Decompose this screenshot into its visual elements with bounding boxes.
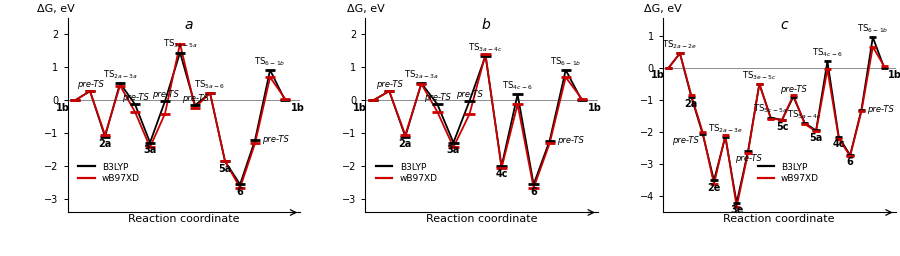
Text: pre-TS: pre-TS	[424, 93, 451, 102]
Text: 2a: 2a	[399, 139, 412, 149]
X-axis label: Reaction coordinate: Reaction coordinate	[128, 214, 239, 224]
Text: 4c: 4c	[495, 169, 508, 179]
Text: 6: 6	[847, 157, 853, 167]
Text: TS$_{4c-6}$: TS$_{4c-6}$	[812, 47, 842, 59]
Legend: B3LYP, wB97XD: B3LYP, wB97XD	[374, 161, 439, 185]
Text: ΔG, eV: ΔG, eV	[346, 4, 384, 14]
Text: 3a: 3a	[446, 145, 460, 155]
Text: ΔG, eV: ΔG, eV	[37, 4, 75, 14]
Text: 1b: 1b	[291, 103, 304, 113]
Text: 6: 6	[237, 187, 243, 197]
X-axis label: Reaction coordinate: Reaction coordinate	[724, 214, 835, 224]
Text: 1b: 1b	[354, 103, 367, 113]
Text: 5a: 5a	[809, 133, 823, 143]
Text: 2a: 2a	[685, 99, 698, 109]
Text: pre-TS: pre-TS	[182, 94, 209, 103]
Text: TS$_{6-1b}$: TS$_{6-1b}$	[857, 23, 888, 35]
Text: 2e: 2e	[707, 183, 721, 193]
Legend: B3LYP, wB97XD: B3LYP, wB97XD	[756, 161, 821, 185]
Text: pre-TS: pre-TS	[671, 136, 698, 145]
Text: 3e: 3e	[730, 205, 743, 215]
Text: 1b: 1b	[588, 103, 601, 113]
Text: pre-TS: pre-TS	[151, 90, 178, 99]
Text: a: a	[184, 18, 193, 32]
Text: 4c: 4c	[832, 139, 845, 149]
Text: TS$_{3e-5c}$: TS$_{3e-5c}$	[742, 69, 777, 82]
Text: 2a: 2a	[98, 139, 112, 149]
Text: TS$_{4c-6}$: TS$_{4c-6}$	[502, 80, 533, 92]
Text: pre-TS: pre-TS	[76, 80, 104, 89]
Text: 1b: 1b	[651, 70, 664, 80]
Text: pre-TS: pre-TS	[376, 80, 402, 89]
Text: TS$_{3a-5a}$: TS$_{3a-5a}$	[163, 38, 197, 50]
Text: 1b: 1b	[888, 70, 900, 80]
Text: TS$_{3a-4c}$: TS$_{3a-4c}$	[468, 41, 503, 54]
X-axis label: Reaction coordinate: Reaction coordinate	[426, 214, 537, 224]
Text: pre-TS: pre-TS	[262, 135, 289, 144]
Text: ΔG, eV: ΔG, eV	[644, 4, 682, 14]
Text: TS$_{2a-3e}$: TS$_{2a-3e}$	[707, 122, 742, 135]
Text: TS$_{2a-3a}$: TS$_{2a-3a}$	[103, 68, 138, 81]
Text: TS$_{2a-3a}$: TS$_{2a-3a}$	[404, 68, 439, 81]
Text: 6: 6	[530, 187, 537, 197]
Text: TS$_{2a-2e}$: TS$_{2a-2e}$	[662, 39, 698, 51]
Text: pre-TS: pre-TS	[456, 90, 483, 99]
Text: 5c: 5c	[776, 122, 788, 132]
Text: pre-TS: pre-TS	[734, 154, 761, 163]
Text: pre-TS: pre-TS	[780, 86, 806, 94]
Text: 1b: 1b	[56, 103, 69, 113]
Text: b: b	[482, 18, 490, 32]
Text: TS$_{5a-4c}$: TS$_{5a-4c}$	[788, 108, 823, 121]
Text: c: c	[780, 18, 788, 32]
Text: 3a: 3a	[143, 145, 157, 155]
Text: TS$_{5c-5a}$: TS$_{5c-5a}$	[753, 103, 788, 115]
Text: pre-TS: pre-TS	[557, 136, 584, 145]
Text: 5a: 5a	[219, 164, 231, 174]
Text: TS$_{6-1b}$: TS$_{6-1b}$	[255, 55, 286, 68]
Legend: B3LYP, wB97XD: B3LYP, wB97XD	[76, 161, 141, 185]
Text: TS$_{5a-6}$: TS$_{5a-6}$	[194, 78, 226, 91]
Text: pre-TS: pre-TS	[867, 105, 894, 114]
Text: TS$_{6-1b}$: TS$_{6-1b}$	[550, 55, 581, 68]
Text: pre-TS: pre-TS	[122, 93, 148, 102]
